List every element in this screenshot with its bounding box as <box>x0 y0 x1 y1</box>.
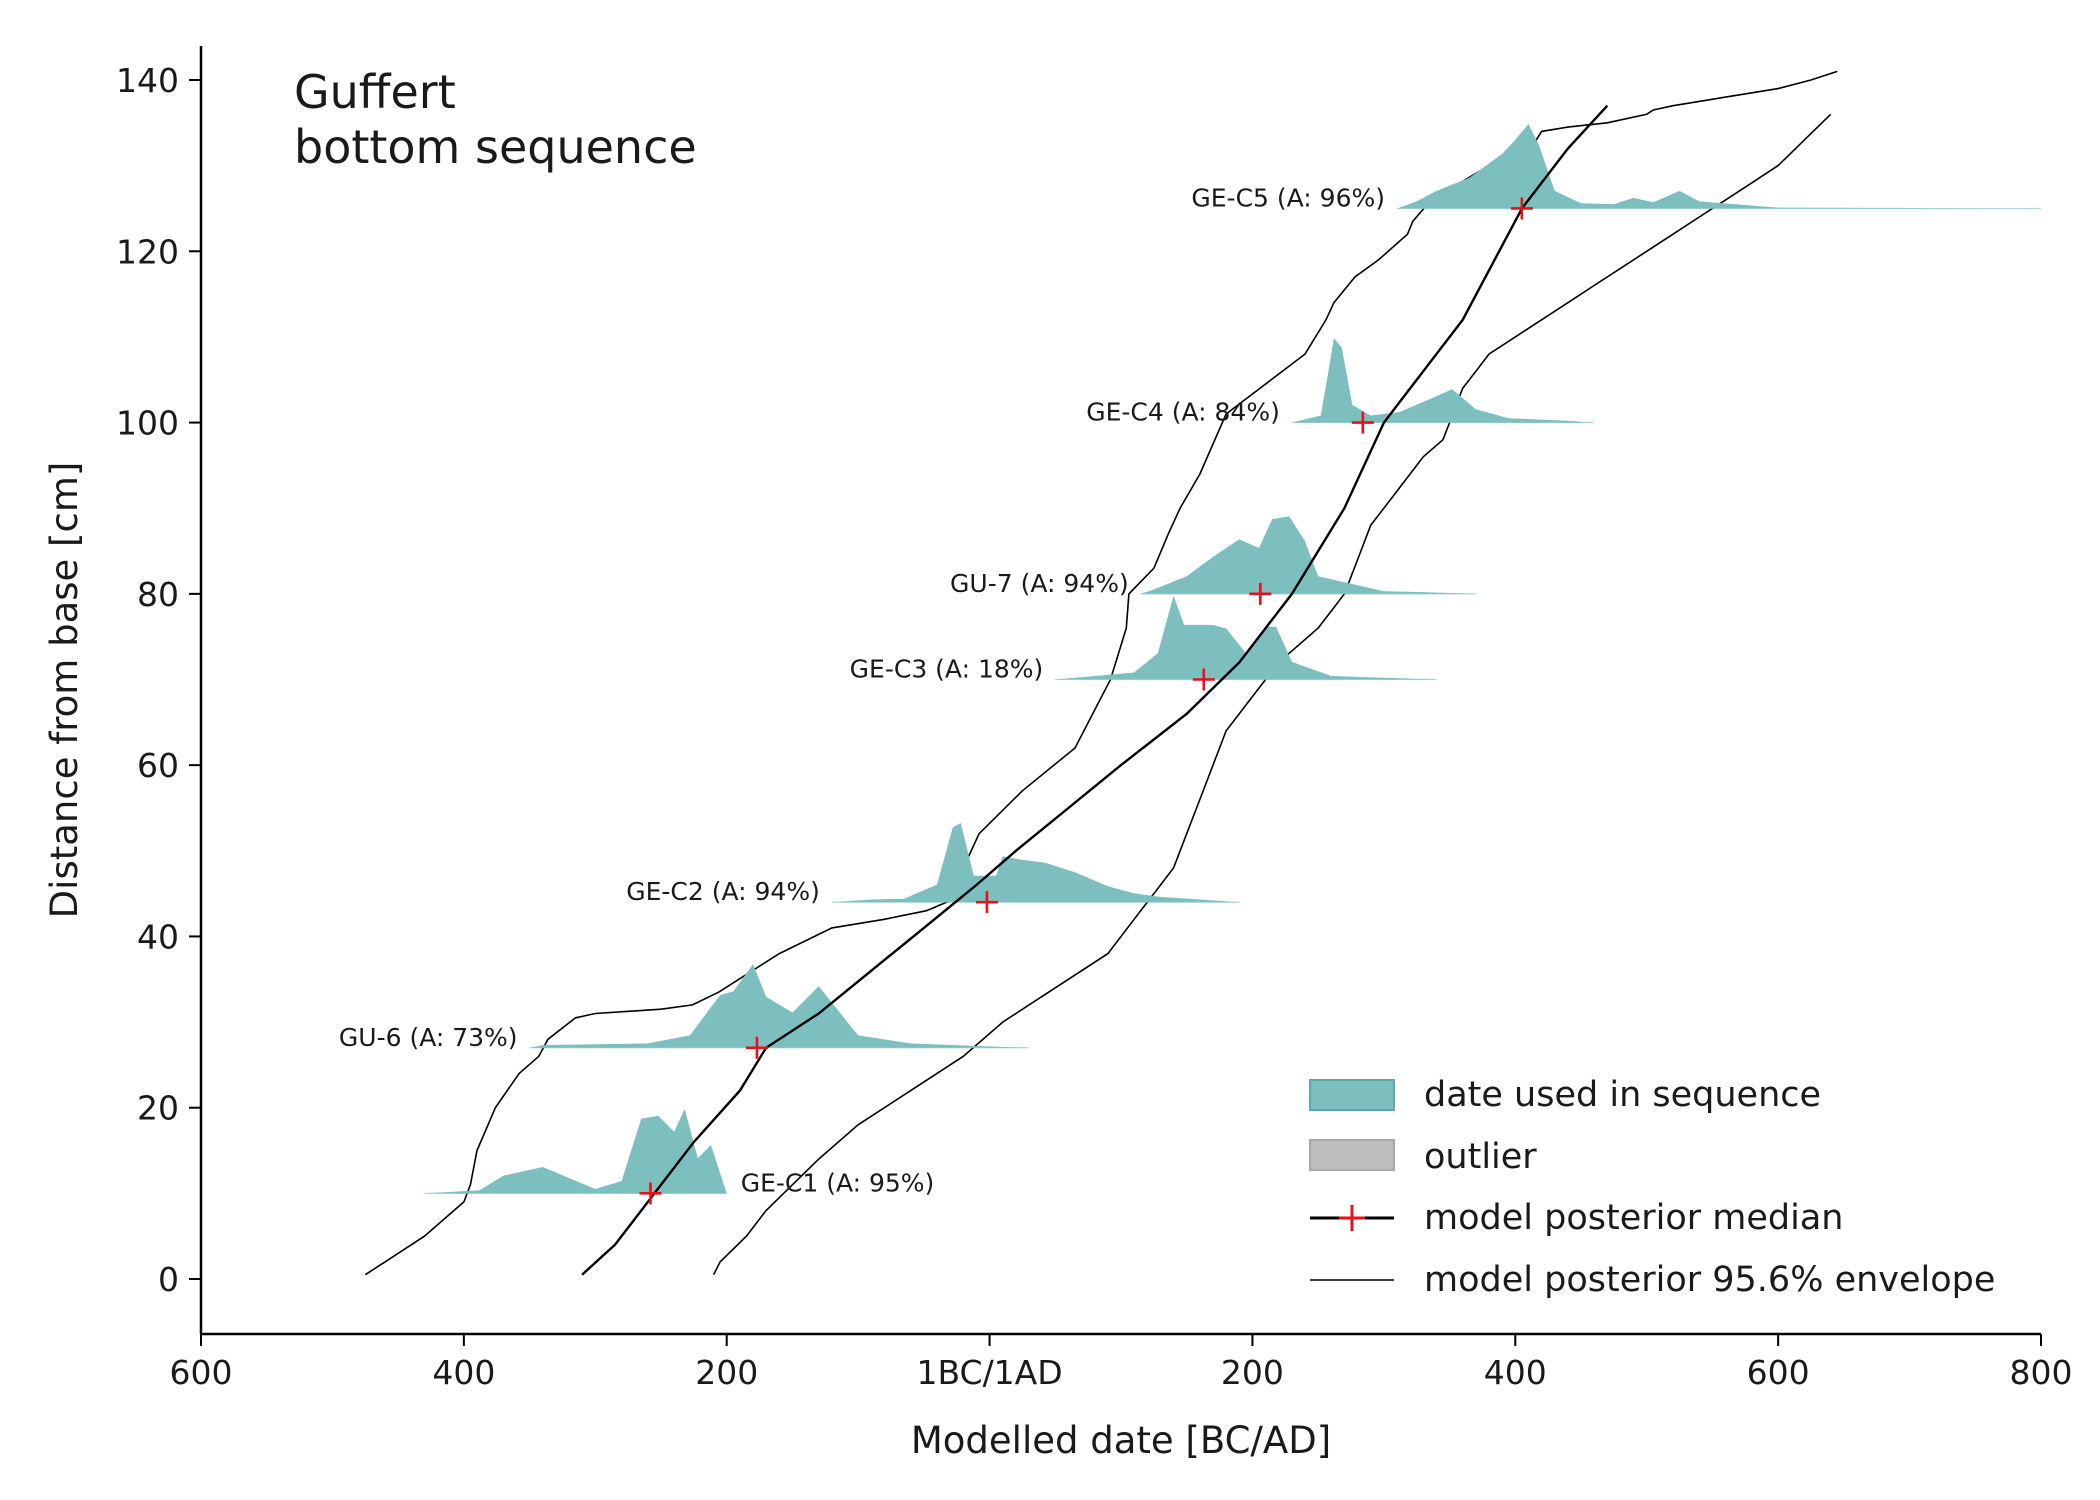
y-tick-label: 0 <box>158 1260 179 1299</box>
sample-label-GU-7: GU-7 (A: 94%) <box>950 569 1129 598</box>
y-tick-label: 120 <box>116 232 179 271</box>
median-marker-GE-C1 <box>639 1182 662 1205</box>
y-tick-label: 100 <box>116 404 179 443</box>
x-axis-label: Modelled date [BC/AD] <box>911 1419 1331 1462</box>
y-tick-label: 140 <box>116 61 179 100</box>
density-layer <box>424 124 2041 1194</box>
sample-label-GU-6: GU-6 (A: 73%) <box>339 1023 518 1052</box>
median-marker-GE-C4 <box>1351 411 1374 434</box>
x-tick-label: 600 <box>170 1353 233 1392</box>
legend: date used in sequence outlier model post… <box>1309 1075 1995 1300</box>
density-GE-C2 <box>831 823 1240 903</box>
sample-label-GE-C3: GE-C3 (A: 18%) <box>850 655 1044 684</box>
sample-label-layer: GE-C1 (A: 95%) GU-6 (A: 73%) GE-C2 (A: 94%… <box>339 183 1385 1197</box>
x-tick-label: 600 <box>1747 1353 1810 1392</box>
y-tick-label: 40 <box>137 917 179 956</box>
y-tick-label: 60 <box>137 746 179 785</box>
median-curve-line <box>581 104 1609 1276</box>
median-marker-GE-C3 <box>1192 668 1215 691</box>
x-tick-label: 200 <box>1221 1353 1284 1392</box>
legend-label-envelope: model posterior 95.6% envelope <box>1424 1260 1995 1300</box>
x-tick-label: 400 <box>1484 1353 1547 1392</box>
median-marker-GE-C5 <box>1510 197 1533 220</box>
y-tick-label: 80 <box>137 575 179 614</box>
median-marker-GU-6 <box>745 1036 768 1059</box>
density-GU-7 <box>1140 516 1476 594</box>
density-GE-C1 <box>424 1108 727 1194</box>
axes <box>199 46 2041 1336</box>
sample-label-GE-C5: GE-C5 (A: 96%) <box>1191 183 1385 212</box>
median-marker-GU-7 <box>1249 582 1272 605</box>
x-tick-label: 400 <box>432 1353 495 1392</box>
chart-title-line-1: Guffert <box>294 65 456 119</box>
sample-label-GE-C1: GE-C1 (A: 95%) <box>741 1168 935 1197</box>
density-GE-C4 <box>1291 338 1595 423</box>
legend-label-date-used: date used in sequence <box>1424 1075 1821 1115</box>
sample-label-GE-C2: GE-C2 (A: 94%) <box>626 877 820 906</box>
density-GE-C5 <box>1397 124 2041 209</box>
y-axis-label: Distance from base [cm] <box>43 462 86 919</box>
legend-label-median: model posterior median <box>1424 1198 1843 1238</box>
legend-median-marker <box>1339 1205 1365 1231</box>
median-marker-GE-C2 <box>975 891 998 914</box>
median-curve-layer <box>581 104 1609 1276</box>
legend-swatch-date-used <box>1309 1079 1395 1111</box>
x-tick-label: 800 <box>2010 1353 2073 1392</box>
envelope-lower-line <box>364 70 1838 1276</box>
density-GU-6 <box>529 964 1029 1048</box>
legend-label-outlier: outlier <box>1424 1137 1537 1177</box>
density-GE-C3 <box>1055 595 1437 680</box>
x-tick-label: 1BC/1AD <box>916 1353 1062 1392</box>
tick-layer: 600 400 200 1BC/1AD 200 400 600 800 0 20 40 60 80 100… <box>116 61 2073 1392</box>
y-tick-label: 20 <box>137 1089 179 1128</box>
x-tick-label: 200 <box>695 1353 758 1392</box>
chart-title-line-2: bottom sequence <box>294 120 697 174</box>
sample-label-GE-C4: GE-C4 (A: 84%) <box>1086 398 1280 427</box>
legend-swatch-outlier <box>1309 1139 1395 1171</box>
median-marker-layer <box>639 197 1533 1205</box>
